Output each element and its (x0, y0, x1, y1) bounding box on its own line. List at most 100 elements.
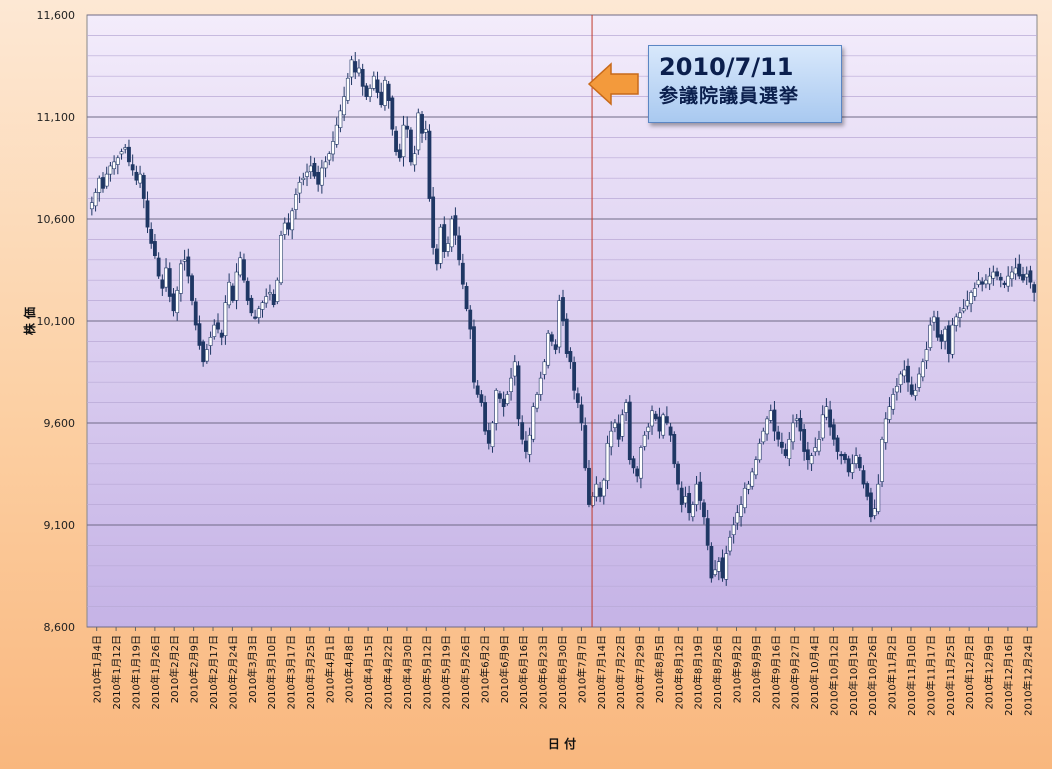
candle-body (987, 275, 992, 285)
candle (883, 412, 888, 450)
candle-body (327, 153, 332, 161)
candle-body (613, 422, 617, 428)
candle (650, 405, 654, 435)
candle-body (119, 151, 124, 155)
candle (368, 84, 372, 103)
candle-body (479, 394, 484, 403)
candle (438, 224, 443, 269)
candle (791, 414, 795, 450)
candle (639, 445, 643, 489)
candle-body (906, 365, 910, 383)
candle-body (286, 222, 291, 230)
candle (253, 309, 257, 320)
candle-body (805, 449, 810, 461)
candle-body (464, 286, 469, 310)
candle-body (713, 569, 718, 575)
candle (631, 455, 636, 474)
candle-body (386, 83, 391, 101)
candle-body (642, 434, 647, 447)
candle-body (397, 149, 402, 159)
x-tick-label: 2010年2月17日 (207, 635, 220, 710)
candle-body (920, 361, 925, 378)
candle-body (887, 406, 892, 420)
x-axis-ticks: 2010年1月4日 2010年1月12日 2010年1月19日 2010年1月26日 2… (91, 627, 1034, 716)
candle (112, 155, 117, 175)
candle (887, 397, 892, 423)
x-tick-label: 2010年2月2日 (168, 635, 181, 703)
candle-body (954, 316, 959, 326)
candle-body (256, 308, 261, 319)
candle (590, 492, 595, 508)
candle (167, 262, 172, 303)
x-tick-label: 2010年8月19日 (692, 635, 705, 710)
candle (349, 55, 354, 86)
candle-body (694, 483, 699, 505)
candle-body (809, 455, 814, 465)
candle-body (991, 271, 996, 279)
candle-body (301, 177, 306, 180)
candle-body (197, 323, 202, 346)
x-tick-label: 2010年6月23日 (537, 635, 550, 710)
candle-body (1021, 274, 1025, 281)
candle-body (505, 394, 510, 404)
candle-body (434, 248, 439, 265)
candle-body (828, 409, 833, 428)
x-tick-label: 2010年11月10日 (905, 635, 918, 716)
candle (991, 265, 996, 286)
candle (501, 391, 506, 417)
candle (561, 289, 565, 326)
candle (587, 460, 591, 508)
candle (850, 454, 855, 480)
candle (794, 413, 799, 428)
candle-body (909, 384, 914, 395)
candle (186, 248, 191, 284)
candle (798, 410, 803, 441)
candle (442, 216, 447, 258)
candle (839, 451, 844, 465)
candle-body (141, 175, 146, 199)
candle (420, 111, 424, 143)
x-tick-label: 2010年8月26日 (711, 635, 724, 710)
candle (516, 361, 521, 426)
candle (861, 465, 866, 489)
candle (535, 391, 539, 413)
candle-body (742, 487, 747, 509)
candle-body (1002, 282, 1007, 285)
candle (754, 456, 758, 480)
candle (820, 405, 825, 441)
x-tick-label: 2010年4月1日 (323, 635, 336, 703)
y-tick-label: 9,100 (44, 519, 76, 532)
candle (1013, 257, 1018, 280)
candle-body (702, 502, 706, 518)
x-tick-label: 2010年10月19日 (847, 635, 860, 716)
candle-body (1024, 273, 1029, 278)
candle (475, 380, 480, 398)
candle (164, 258, 168, 292)
x-tick-label: 2010年4月30日 (401, 635, 414, 710)
candle-body (1013, 267, 1018, 275)
candle-body (865, 483, 870, 497)
x-tick-label: 2010年7月7日 (575, 635, 588, 703)
candle (976, 271, 981, 288)
candle-body (932, 316, 936, 323)
candle (620, 409, 625, 442)
candle (813, 437, 818, 456)
candle (772, 401, 777, 441)
candle (312, 157, 317, 179)
x-tick-label: 2010年9月16日 (769, 635, 782, 710)
candle-body (420, 114, 424, 134)
y-tick-label: 10,600 (37, 213, 76, 226)
y-tick-label: 9,600 (44, 417, 76, 430)
candle-body (524, 440, 528, 452)
x-tick-label: 2010年5月19日 (440, 635, 453, 710)
candle-body (587, 467, 591, 505)
candle (646, 423, 651, 440)
candle-body (290, 210, 295, 231)
candle (178, 259, 183, 302)
candle (297, 176, 302, 203)
x-tick-label: 2010年10月4日 (808, 635, 821, 710)
candle-body (193, 301, 198, 326)
candle-body (204, 349, 209, 362)
x-tick-label: 2010年11月2日 (886, 635, 899, 710)
candle (742, 482, 747, 514)
